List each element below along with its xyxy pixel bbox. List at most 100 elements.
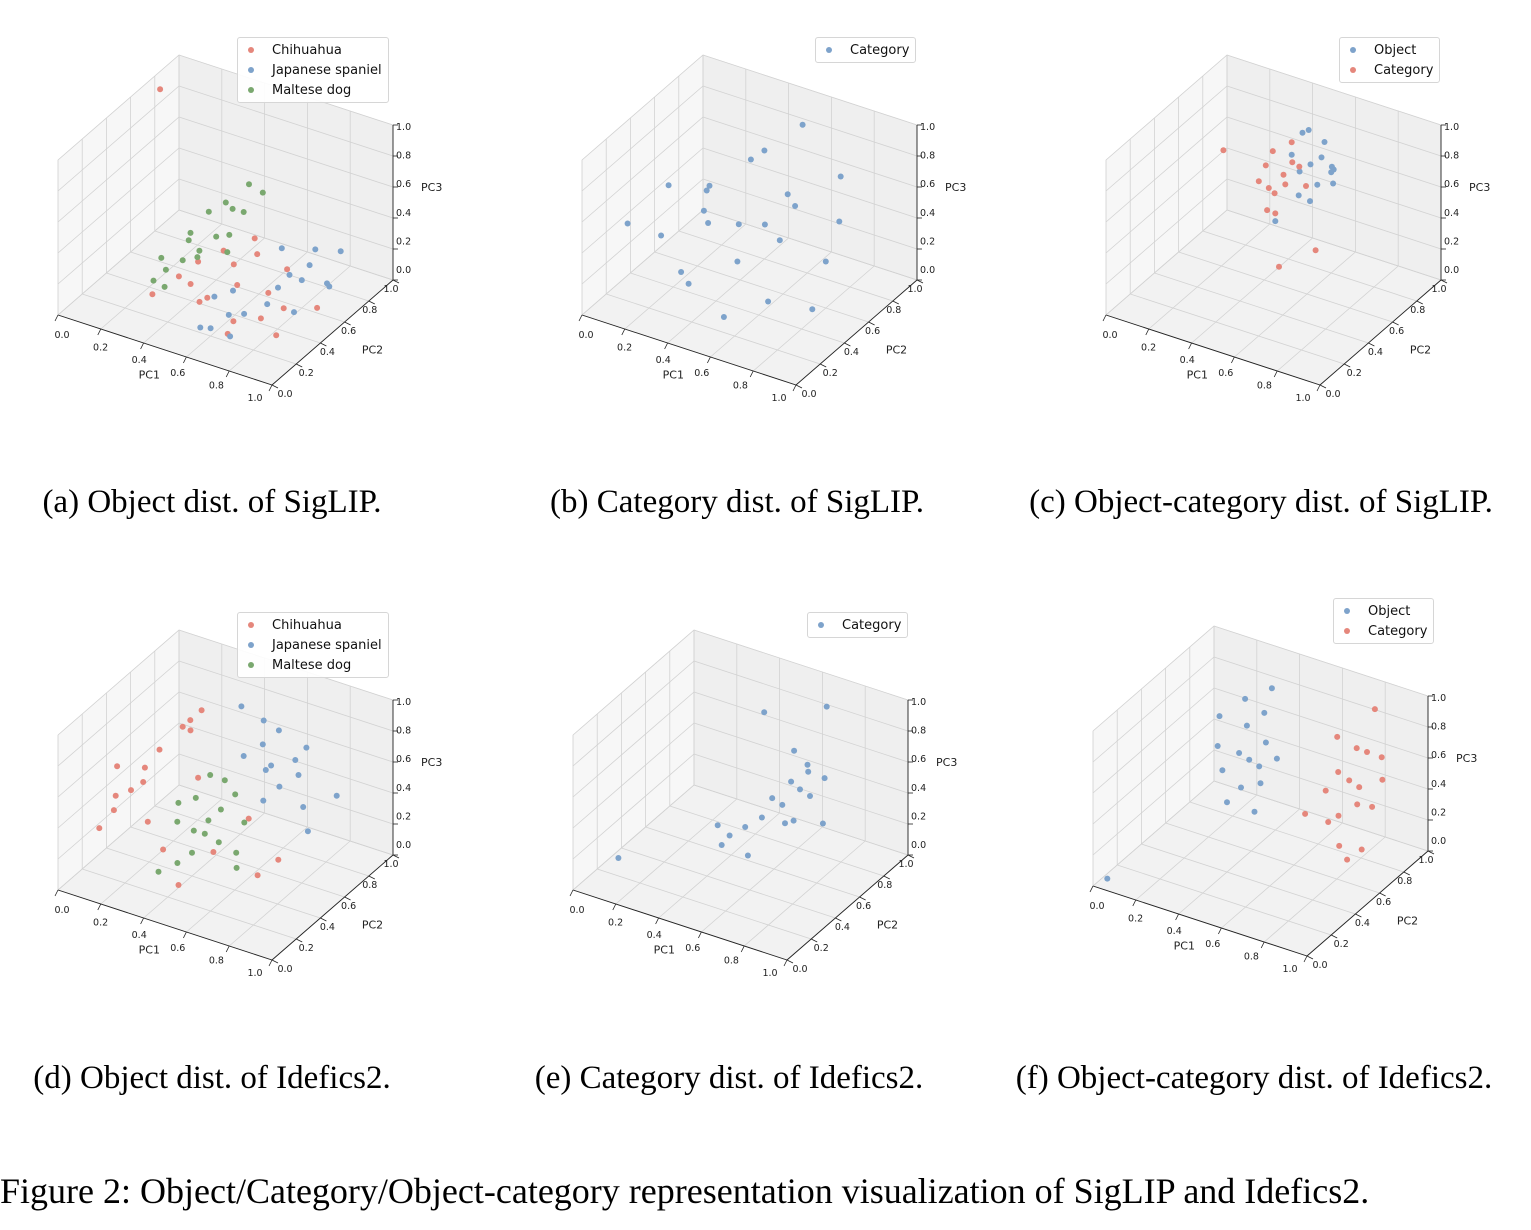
legend-marker: [1344, 608, 1350, 614]
data-point: [1344, 856, 1351, 863]
data-point: [1269, 148, 1276, 155]
data-point: [114, 763, 121, 770]
legend-marker: [826, 47, 832, 53]
pc1-tick-label: 0.8: [209, 955, 224, 966]
legend-entry: Category: [1344, 621, 1427, 641]
data-point: [1346, 777, 1353, 784]
data-point: [1325, 819, 1332, 825]
grid-line: [702, 147, 918, 219]
grid-line: [1213, 625, 1429, 697]
data-point: [788, 778, 795, 785]
data-point: [275, 284, 281, 291]
data-point: [1321, 139, 1328, 145]
data-point: [233, 864, 240, 871]
legend-label: Category: [1368, 623, 1428, 639]
pc2-tick-label: 0.6: [341, 326, 356, 337]
grid-line: [57, 209, 180, 316]
data-point: [1354, 801, 1361, 808]
pc2-tick-label: 0.4: [1368, 347, 1383, 358]
pc1-axis-label: PC1: [1187, 369, 1208, 382]
pc1-tick: [749, 370, 754, 378]
pc3-tick-label: 0.4: [396, 783, 411, 794]
legend-label: Object: [1368, 603, 1411, 619]
subfigure-caption: (a) Object dist. of SigLIP.: [42, 484, 382, 520]
data-point: [187, 281, 194, 287]
pc2-tick-label: 0.8: [877, 880, 892, 891]
data-point: [211, 293, 218, 300]
data-point: [257, 315, 264, 322]
pc2-tick: [1319, 384, 1327, 389]
legend-marker: [248, 662, 254, 668]
pc3-tick-label: 0.6: [1444, 179, 1459, 190]
data-point: [790, 817, 797, 824]
data-point: [333, 792, 340, 799]
scatter3d-chart-5: 0.0 0.0 0.0 0.2 0.2 0.2 0.4 0.4 0.4 0.6 0.6 0.6 0.8 0…: [1089, 625, 1477, 975]
legend-entry: Category: [818, 615, 901, 635]
grid-line: [702, 178, 918, 250]
pc2-tick: [1355, 913, 1362, 918]
pc2-tick: [844, 342, 851, 347]
data-point: [819, 820, 826, 827]
data-point: [706, 182, 713, 189]
pc3-tick-label: 0.0: [1431, 836, 1446, 847]
data-point: [157, 86, 164, 93]
grid-line: [1092, 687, 1215, 794]
grid-line: [572, 660, 695, 767]
data-point: [221, 777, 228, 784]
pc1-tick-label: 0.4: [1167, 926, 1182, 937]
grid-line: [702, 54, 918, 126]
grid-line: [1226, 116, 1442, 188]
data-point: [678, 269, 685, 275]
data-point: [1288, 139, 1295, 146]
pc3-tick-label: 0.8: [396, 151, 411, 162]
data-point: [278, 245, 285, 252]
data-point: [162, 266, 169, 273]
data-point: [185, 237, 192, 244]
pc3-tick-label: 1.0: [1431, 693, 1446, 704]
grid-line: [154, 805, 369, 877]
data-point: [273, 332, 280, 339]
data-point: [658, 232, 665, 239]
data-point: [179, 257, 186, 264]
data-point: [155, 868, 162, 875]
series-2: [155, 772, 248, 875]
data-point: [284, 266, 291, 273]
grid-line: [667, 237, 789, 344]
grid-line: [178, 660, 394, 732]
pc1-tick: [268, 959, 273, 967]
data-point: [1312, 247, 1319, 254]
pc2-tick-label: 0.2: [1334, 939, 1349, 950]
pc1-tick: [792, 384, 797, 392]
data-point: [246, 181, 252, 188]
pc1-tick-label: 0.2: [93, 918, 108, 929]
data-point: [233, 849, 240, 856]
data-point: [260, 797, 267, 804]
pc1-axis-line: [1105, 314, 1321, 386]
pc2-tick: [344, 321, 351, 326]
grid-line: [1178, 251, 1393, 323]
data-point: [1322, 787, 1329, 794]
data-point: [217, 806, 224, 813]
grid-line: [1213, 718, 1429, 790]
grid-line: [1202, 230, 1417, 302]
grid-line: [57, 116, 180, 223]
pc1-tick: [612, 903, 617, 911]
legend: Category: [807, 612, 909, 638]
grid-line: [178, 147, 394, 219]
pc1-tick-label: 0.4: [647, 930, 662, 941]
pc2-tick-label: 0.8: [1410, 305, 1425, 316]
pc1-tick: [183, 931, 187, 939]
data-point: [194, 254, 201, 261]
grid-line: [1221, 822, 1343, 929]
pc1-tick-label: 0.8: [733, 380, 748, 391]
data-point: [822, 258, 829, 265]
grid-line: [1154, 272, 1369, 344]
grid-line: [581, 147, 704, 254]
grid-line: [654, 251, 869, 323]
legend-entry: Category: [826, 40, 909, 60]
pc1-tick-label: 0.4: [656, 355, 671, 366]
pc3-tick-label: 0.0: [396, 840, 411, 851]
pc1-tick: [225, 945, 230, 953]
pc3-tick-label: 0.4: [396, 208, 411, 219]
